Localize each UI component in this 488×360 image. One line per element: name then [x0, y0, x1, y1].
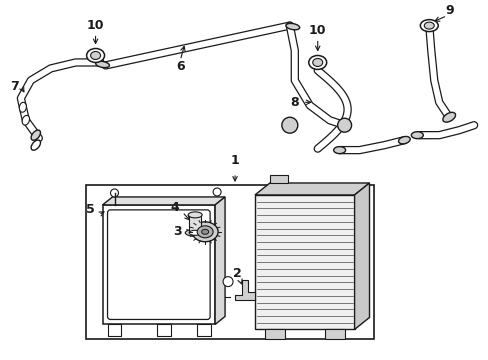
Text: 4: 4	[170, 201, 179, 215]
Text: 10: 10	[308, 24, 326, 37]
Circle shape	[213, 188, 221, 196]
Bar	[269, 175, 287, 183]
Ellipse shape	[333, 147, 345, 154]
Bar	[264, 329, 285, 339]
Polygon shape	[215, 197, 224, 324]
Ellipse shape	[192, 222, 218, 242]
Bar	[157, 324, 171, 336]
Ellipse shape	[398, 136, 409, 144]
Polygon shape	[354, 183, 369, 329]
Bar	[85, 185, 374, 339]
Ellipse shape	[308, 55, 326, 69]
Ellipse shape	[285, 23, 299, 30]
Text: 10: 10	[87, 19, 104, 32]
FancyBboxPatch shape	[107, 210, 210, 319]
Ellipse shape	[424, 22, 433, 29]
Polygon shape	[235, 280, 254, 300]
Circle shape	[281, 117, 297, 133]
Text: 5: 5	[86, 203, 95, 216]
Circle shape	[337, 118, 351, 132]
Polygon shape	[254, 183, 369, 195]
Text: 7: 7	[11, 80, 19, 93]
Circle shape	[223, 276, 233, 287]
Text: 3: 3	[173, 225, 181, 238]
Text: 1: 1	[230, 154, 239, 167]
Ellipse shape	[22, 116, 29, 125]
Bar	[197, 324, 211, 336]
Ellipse shape	[31, 140, 41, 150]
Bar	[189, 215, 201, 233]
Ellipse shape	[420, 20, 437, 32]
Ellipse shape	[20, 102, 26, 112]
Text: 8: 8	[290, 96, 299, 109]
Ellipse shape	[410, 132, 423, 139]
Text: 2: 2	[232, 267, 241, 280]
Bar	[324, 329, 344, 339]
Ellipse shape	[86, 49, 104, 62]
Ellipse shape	[201, 229, 208, 234]
Circle shape	[110, 189, 118, 197]
Ellipse shape	[312, 58, 322, 67]
Ellipse shape	[189, 230, 201, 235]
Ellipse shape	[442, 112, 455, 122]
Ellipse shape	[185, 229, 205, 236]
Ellipse shape	[188, 212, 202, 218]
Text: 9: 9	[444, 4, 452, 17]
Bar	[254, 195, 354, 329]
Ellipse shape	[197, 226, 213, 238]
Bar	[102, 205, 215, 324]
Ellipse shape	[31, 130, 41, 140]
Polygon shape	[102, 197, 224, 205]
Bar	[107, 324, 121, 336]
Ellipse shape	[90, 51, 101, 59]
Ellipse shape	[96, 61, 109, 68]
Text: 6: 6	[176, 60, 184, 73]
